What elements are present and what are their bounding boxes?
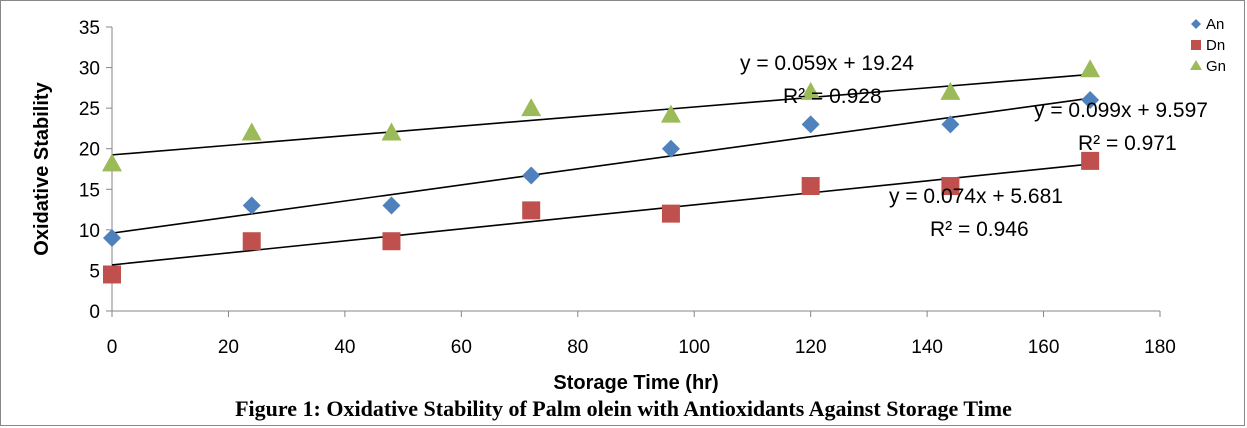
data-points (102, 59, 1101, 284)
legend-marker-an (1191, 19, 1201, 29)
y-tick-label: 35 (79, 18, 100, 39)
legend-label: An (1206, 16, 1224, 33)
trendline-dn (111, 163, 1091, 266)
legend-label: Gn (1206, 58, 1226, 75)
data-point-gn (800, 81, 821, 100)
scatter-chart: 0 5 10 15 20 25 30 35 0 20 40 60 80 100 120 140 160 180 St… (31, 16, 1226, 394)
y-tick-label: 25 (79, 99, 100, 120)
data-point-gn (1080, 59, 1101, 78)
x-tick-label: 0 (107, 337, 118, 358)
data-point-an (382, 196, 401, 215)
data-point-dn (661, 204, 680, 223)
trendline-equation-an: y = 0.099x + 9.597 (1034, 99, 1208, 122)
y-tick-label: 10 (79, 221, 100, 242)
data-point-dn (242, 232, 261, 251)
data-point-an (1081, 91, 1100, 110)
legend-item-gn: Gn (1190, 58, 1226, 75)
trendline-equation-dn: y = 0.074x + 5.681 (889, 185, 1063, 208)
data-point-gn (381, 122, 402, 141)
data-point-gn (102, 153, 122, 172)
legend-item-an: An (1191, 16, 1224, 33)
y-tick-label: 20 (79, 140, 100, 161)
y-axis-title: Oxidative Stability (31, 81, 53, 255)
x-tick-label: 20 (218, 337, 239, 358)
data-point-gn (241, 122, 262, 141)
data-point-an (242, 196, 261, 215)
y-tick-label: 30 (79, 59, 100, 80)
data-point-dn (522, 201, 541, 220)
x-axis-title: Storage Time (hr) (553, 372, 718, 394)
trendline-labels: y = 0.099x + 9.597 R² = 0.971 y = 0.074x +… (740, 52, 1208, 241)
legend-item-dn: Dn (1191, 37, 1225, 54)
legend: An Dn Gn (1190, 16, 1226, 75)
x-tick-label: 80 (567, 337, 588, 358)
x-tick-label: 100 (678, 337, 710, 358)
data-point-gn (940, 81, 961, 100)
axes: 0 5 10 15 20 25 30 35 0 20 40 60 80 100 120 140 160 180 St… (31, 18, 1176, 394)
x-tick-label: 60 (451, 337, 472, 358)
trendline-gn (111, 73, 1091, 156)
y-tick-label: 15 (79, 180, 100, 201)
data-point-an (522, 166, 541, 185)
trendline-an (111, 97, 1091, 234)
x-tick-label: 120 (795, 337, 827, 358)
x-tick-label: 160 (1028, 337, 1060, 358)
legend-label: Dn (1206, 37, 1225, 54)
data-point-an (801, 115, 820, 134)
trendline-r2-dn: R² = 0.946 (930, 218, 1029, 241)
trendline-equation-gn: y = 0.059x + 19.24 (740, 52, 914, 75)
data-point-gn (521, 98, 542, 117)
trendline-r2-gn: R² = 0.928 (783, 85, 882, 108)
x-tick-label: 40 (334, 337, 355, 358)
data-point-an (661, 139, 680, 158)
legend-marker-dn (1191, 40, 1201, 50)
data-point-an (941, 115, 960, 134)
data-point-an (103, 228, 121, 247)
y-tick-label: 0 (89, 302, 100, 323)
data-point-dn (941, 177, 960, 196)
legend-marker-gn (1190, 60, 1202, 70)
data-point-gn (660, 104, 681, 123)
data-point-dn (1081, 151, 1100, 170)
figure-caption: Figure 1: Oxidative Stability of Palm ol… (235, 396, 1012, 421)
data-point-dn (801, 177, 820, 196)
data-point-dn (382, 232, 401, 251)
y-tick-label: 5 (89, 261, 100, 282)
x-tick-label: 140 (911, 337, 943, 358)
trendlines (111, 73, 1091, 266)
trendline-r2-an: R² = 0.971 (1078, 132, 1177, 155)
x-tick-label: 180 (1144, 337, 1176, 358)
data-point-dn (103, 265, 121, 284)
